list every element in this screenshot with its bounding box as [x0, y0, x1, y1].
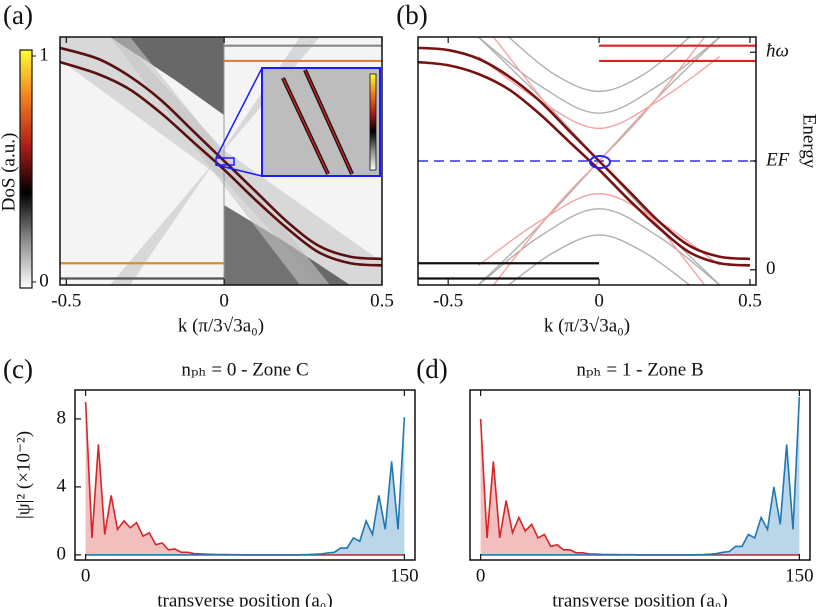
- panel-label: (a): [3, 0, 33, 30]
- dos-cone: [110, 37, 330, 285]
- y-tick-label: 0: [57, 543, 67, 564]
- density-line: [480, 396, 801, 556]
- x-axis-label: k (π/3√3a₀): [544, 315, 630, 336]
- x-tick-label: 0: [476, 565, 486, 586]
- density-area: [480, 396, 800, 555]
- y-axis-label: |ψ|² (×10⁻²): [13, 431, 34, 519]
- x-tick-label: 0.5: [370, 290, 394, 311]
- inset-frame: [261, 67, 381, 177]
- band-line: [508, 234, 691, 285]
- density-area: [85, 401, 405, 555]
- zoom-line: [215, 164, 263, 177]
- plot-area: [60, 44, 382, 280]
- plot-frame: [59, 36, 383, 286]
- y-tick-label: EF: [765, 149, 790, 170]
- x-tick-label: 150: [785, 565, 814, 586]
- colorbar-tick-label: 1: [39, 44, 49, 65]
- density-line: [85, 417, 406, 556]
- x-tick-label: 0.5: [738, 290, 762, 311]
- x-axis-label: transverse position (a₀): [157, 590, 332, 607]
- x-tick-label: 0: [594, 290, 604, 311]
- band-line: [508, 37, 691, 93]
- inset: [215, 67, 381, 177]
- x-axis-label: k (π/3√3a₀): [178, 315, 264, 336]
- density-area: [480, 418, 800, 555]
- colorbar-label: DoS (a.u.): [0, 133, 19, 212]
- plot-area: [418, 37, 756, 285]
- panel-label: (b): [396, 0, 427, 30]
- plot-frame: [469, 389, 811, 561]
- y-tick-label: 0: [766, 258, 776, 279]
- dos-dark: [110, 37, 224, 115]
- zoom-line: [215, 67, 263, 159]
- band-line: [477, 192, 721, 266]
- band-line: [60, 60, 382, 267]
- x-tick-label: 0: [219, 290, 229, 311]
- plot-area: [479, 396, 801, 556]
- panel-label: (d): [416, 354, 447, 384]
- inset-colorbar: [369, 73, 377, 171]
- zoom-box: [215, 157, 235, 166]
- x-tick-label: 0: [81, 565, 91, 586]
- plot-frame: [74, 389, 416, 561]
- panel-label: (c): [3, 354, 33, 384]
- inset-band: [282, 77, 329, 175]
- density-area: [85, 417, 405, 555]
- y-axis-label: Energy: [799, 114, 820, 169]
- colorbar: [19, 49, 33, 289]
- x-tick-label: -0.5: [51, 290, 81, 311]
- band-line: [477, 56, 721, 130]
- highlight-ellipse: [589, 155, 611, 169]
- x-tick-label: -0.5: [433, 290, 463, 311]
- colorbar-tick-label: 0: [39, 270, 49, 291]
- inset-band: [304, 69, 353, 175]
- y-tick-label: 8: [57, 407, 67, 428]
- panel-title: nₚₕ = 0 - Zone C: [181, 359, 308, 380]
- y-tick-label: ħω: [766, 41, 789, 62]
- x-tick-label: 150: [390, 565, 419, 586]
- panel-title: nₚₕ = 1 - Zone B: [576, 359, 703, 380]
- plot-area: [84, 401, 406, 556]
- x-axis-label: transverse position (a₀): [552, 590, 727, 607]
- band-line: [418, 46, 751, 261]
- band-line: [418, 60, 751, 267]
- band-line: [60, 46, 382, 261]
- y-tick-label: 4: [57, 475, 67, 496]
- band-line: [477, 37, 721, 114]
